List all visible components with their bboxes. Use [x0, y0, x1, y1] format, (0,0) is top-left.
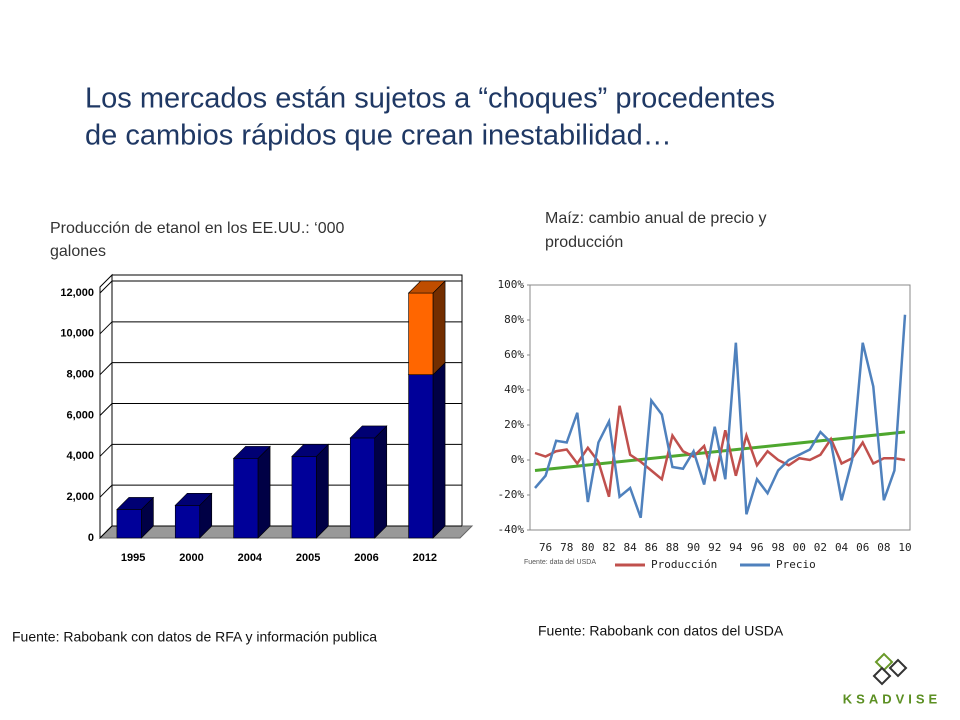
- x-tick-label: 08: [877, 541, 890, 554]
- y-tick-label: 8,000: [66, 369, 94, 381]
- y-tick-label: 6,000: [66, 409, 94, 421]
- y-tick-label: 2,000: [66, 491, 94, 503]
- x-tick-label: 02: [814, 541, 827, 554]
- source: Fuente: Rabobank con datos de RFA y info…: [12, 629, 377, 645]
- bar: [408, 292, 434, 375]
- x-tick-label: 88: [666, 541, 679, 554]
- bar-side: [374, 425, 388, 539]
- x-tick-label: 06: [856, 541, 869, 554]
- bar: [408, 374, 434, 539]
- grid-line: [99, 525, 462, 539]
- x-tick-label: 90: [687, 541, 700, 554]
- x-tick-label: 04: [835, 541, 849, 554]
- bar: [116, 509, 142, 539]
- grid-line: [99, 443, 462, 457]
- chart-title: Producción de etanol en los EE.UU.: ‘000: [50, 220, 345, 237]
- bar: [233, 458, 259, 539]
- plot-area: [529, 284, 911, 531]
- logo-icon: [872, 652, 908, 686]
- bar-side: [432, 280, 446, 376]
- slide-title: Los mercados están sujetos a “choques” p…: [85, 83, 775, 115]
- y-tick-label: 80%: [504, 313, 524, 326]
- y-tick-label: 40%: [504, 383, 524, 396]
- x-tick-label: 98: [772, 541, 785, 554]
- x-tick-label: 2006: [354, 552, 378, 564]
- bar-side: [316, 443, 329, 539]
- bar-top: [174, 493, 213, 506]
- grid-line: [99, 321, 462, 335]
- x-tick-label: 86: [645, 541, 658, 554]
- x-tick-label: 76: [539, 541, 552, 554]
- x-tick-label: 1995: [121, 552, 145, 564]
- x-tick-label: 10: [898, 541, 911, 554]
- bar-top: [232, 446, 271, 459]
- chart-title: producción: [545, 234, 623, 251]
- y-tick-label: -40%: [498, 523, 525, 536]
- x-tick-label: 00: [793, 541, 806, 554]
- y-tick-label: 10,000: [60, 328, 94, 340]
- bar-top: [291, 444, 330, 457]
- bar: [174, 505, 201, 539]
- y-tick-label: 0%: [511, 453, 525, 466]
- grid-line: [99, 280, 462, 294]
- y-tick-label: -20%: [498, 488, 525, 501]
- bar: [291, 456, 317, 539]
- line: [534, 314, 907, 519]
- y-tick-label: 4,000: [66, 450, 94, 462]
- source: Fuente: Rabobank con datos del USDA: [538, 623, 784, 639]
- bar-top: [349, 425, 388, 439]
- bar-top: [407, 280, 446, 294]
- side-wall: [99, 273, 113, 540]
- x-tick-label: 78: [560, 541, 573, 554]
- y-tick-label: 100%: [498, 278, 525, 291]
- grid-line: [99, 362, 462, 376]
- grid-line: [99, 484, 462, 498]
- x-tick-label: 82: [602, 541, 615, 554]
- y-tick-label: 60%: [504, 348, 524, 361]
- x-tick-label: 92: [708, 541, 721, 554]
- x-tick-label: 96: [750, 541, 763, 554]
- y-tick-label: 0: [88, 532, 94, 544]
- x-tick-label: 80: [581, 541, 594, 554]
- legend-label: Precio: [776, 558, 816, 571]
- x-tick-label: 2012: [413, 552, 437, 564]
- legend-label: Producción: [651, 558, 717, 571]
- bar-top: [116, 497, 155, 510]
- x-tick-label: 94: [729, 541, 743, 554]
- chart-title: galones: [50, 243, 106, 260]
- y-tick-label: 20%: [504, 418, 524, 431]
- x-tick-label: 2004: [238, 552, 263, 564]
- bar-side: [257, 445, 271, 539]
- bar-side: [432, 361, 446, 539]
- chart-title: Maíz: cambio anual de precio y: [545, 210, 766, 227]
- bar: [349, 437, 376, 539]
- slide-title: de cambios rápidos que crean inestabilid…: [85, 120, 672, 152]
- note: Fuente: data del USDA: [524, 559, 596, 566]
- logo: KSADVISE: [843, 691, 941, 706]
- grid-line: [99, 403, 462, 416]
- x-tick-label: 2000: [179, 552, 203, 564]
- x-tick-label: 2005: [296, 552, 320, 564]
- x-tick-label: 84: [624, 541, 638, 554]
- y-tick-label: 12,000: [60, 287, 94, 299]
